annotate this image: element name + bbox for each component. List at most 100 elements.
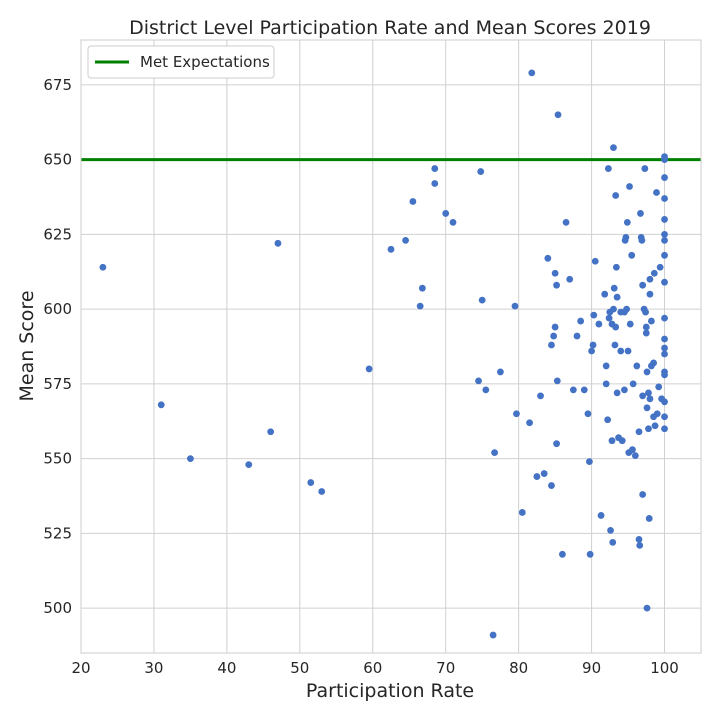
data-point	[661, 350, 668, 358]
data-point	[584, 410, 592, 418]
data-point	[656, 263, 664, 271]
y-tick-label: 500	[43, 599, 72, 617]
data-point	[661, 413, 668, 421]
y-axis-ticks: 500 525 550 575 600 625 650 675	[43, 76, 72, 617]
data-point	[307, 479, 315, 486]
x-tick-label: 100	[650, 659, 679, 677]
data-point	[551, 269, 559, 277]
data-point	[661, 425, 668, 433]
data-point	[642, 323, 650, 331]
data-point	[661, 174, 668, 181]
data-point	[442, 210, 450, 217]
data-point	[618, 437, 626, 445]
y-tick-label: 650	[43, 151, 72, 169]
data-point	[635, 535, 643, 543]
x-tick-label: 40	[217, 659, 236, 677]
data-point	[629, 446, 636, 454]
y-tick-label: 675	[43, 76, 72, 94]
data-point	[641, 165, 649, 172]
x-tick-label: 20	[71, 659, 90, 677]
data-point	[643, 368, 651, 376]
data-point	[646, 395, 654, 403]
data-point	[636, 541, 644, 549]
data-point	[645, 389, 652, 397]
data-point	[612, 263, 620, 271]
data-point	[187, 455, 194, 463]
data-point	[610, 305, 617, 313]
data-point	[622, 233, 630, 241]
y-axis-title: Mean Score	[16, 290, 38, 401]
data-point	[569, 386, 577, 394]
data-point	[638, 236, 646, 244]
data-point	[653, 410, 661, 418]
data-point	[478, 296, 486, 304]
data-point	[661, 371, 668, 379]
data-point	[645, 515, 653, 522]
data-point	[661, 216, 668, 223]
data-point	[608, 437, 616, 445]
data-point	[267, 428, 275, 436]
data-point	[518, 509, 526, 516]
data-point	[604, 165, 612, 172]
data-point	[623, 219, 631, 226]
data-point	[528, 69, 536, 77]
data-point	[431, 165, 439, 172]
x-tick-label: 90	[582, 659, 601, 677]
y-tick-label: 550	[43, 450, 72, 468]
data-point	[318, 488, 326, 495]
data-point	[631, 452, 639, 460]
data-point	[613, 293, 621, 301]
data-point	[550, 332, 558, 340]
data-point	[661, 230, 668, 238]
data-point	[580, 386, 588, 394]
data-point	[629, 380, 637, 388]
data-point	[489, 631, 497, 639]
data-point	[548, 341, 555, 349]
legend-box	[87, 45, 275, 79]
y-tick-label: 625	[43, 225, 72, 243]
data-point	[613, 389, 621, 397]
x-axis-ticks: 20 30 40 50 60 70 80 90 100	[71, 659, 678, 677]
data-point	[650, 359, 657, 367]
data-point	[642, 308, 649, 316]
data-point	[602, 380, 610, 388]
x-tick-label: 80	[509, 659, 528, 677]
data-point	[540, 470, 548, 477]
data-point	[365, 365, 373, 373]
y-tick-label: 600	[43, 300, 72, 318]
data-point	[643, 604, 651, 612]
data-point	[475, 377, 482, 385]
data-point	[245, 461, 253, 469]
x-tick-label: 60	[363, 659, 382, 677]
data-point	[577, 317, 585, 325]
data-point	[639, 281, 647, 289]
data-point	[553, 377, 561, 385]
data-point	[645, 425, 652, 433]
data-point	[607, 527, 614, 534]
data-point	[99, 263, 107, 271]
data-point	[621, 386, 628, 394]
data-point	[497, 368, 504, 376]
data-point	[418, 284, 426, 292]
legend-label-met-expectations: Met Expectations	[140, 53, 270, 71]
data-point	[491, 449, 498, 457]
x-tick-label: 50	[290, 659, 309, 677]
data-point	[157, 401, 165, 409]
data-point	[590, 311, 598, 319]
data-point	[626, 183, 633, 190]
data-point	[602, 362, 610, 370]
plot-frame	[80, 39, 702, 654]
data-point	[589, 341, 597, 349]
data-point	[416, 302, 424, 310]
data-point	[661, 236, 668, 244]
data-point	[591, 257, 599, 265]
data-point	[402, 236, 409, 244]
data-point	[586, 458, 593, 466]
data-point	[274, 239, 282, 247]
data-point	[554, 111, 562, 119]
data-point	[559, 550, 566, 558]
data-points	[99, 69, 668, 639]
y-tick-label: 575	[43, 375, 72, 393]
